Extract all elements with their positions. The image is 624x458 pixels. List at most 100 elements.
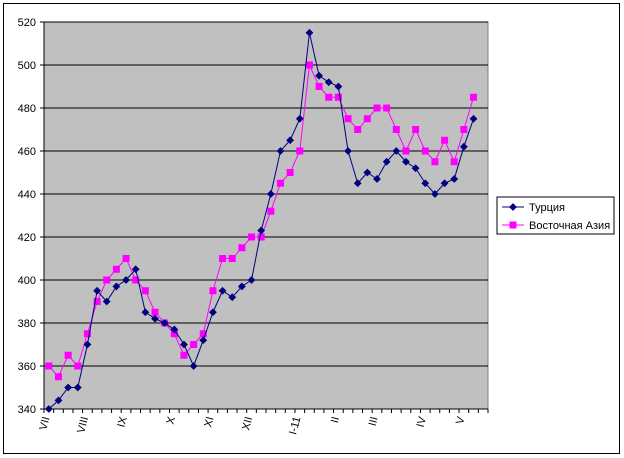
x-tick-label: IX — [115, 415, 129, 429]
data-point-east-asia — [248, 233, 256, 241]
data-point-east-asia — [122, 255, 130, 262]
data-point-east-asia — [412, 126, 420, 133]
data-point-turkey — [315, 71, 323, 80]
data-point-turkey — [363, 168, 372, 177]
y-tick-label: 520 — [18, 17, 36, 29]
y-tick-label: 340 — [18, 404, 36, 416]
data-point-turkey — [218, 286, 227, 295]
data-point-turkey — [402, 157, 410, 166]
data-point-turkey — [353, 179, 362, 188]
data-point-east-asia — [54, 373, 62, 381]
data-point-turkey — [450, 175, 459, 183]
data-point-east-asia — [151, 308, 159, 316]
y-tick-label: 400 — [18, 275, 36, 287]
data-point-east-asia — [363, 115, 371, 123]
x-tick-label: XI — [202, 415, 216, 428]
y-tick-label: 480 — [18, 103, 36, 115]
data-point-east-asia — [132, 276, 140, 284]
data-point-east-asia — [296, 147, 304, 155]
data-point-turkey — [170, 325, 179, 334]
data-point-turkey — [334, 82, 343, 91]
data-point-east-asia — [74, 362, 82, 370]
data-point-turkey — [421, 179, 430, 188]
data-point-east-asia — [354, 126, 362, 133]
data-point-east-asia — [392, 126, 400, 133]
x-tick-label: I-11 — [287, 415, 303, 436]
data-point-east-asia — [441, 136, 449, 144]
data-point-turkey — [228, 293, 237, 302]
data-point-east-asia — [460, 126, 468, 133]
data-point-east-asia — [450, 158, 458, 166]
data-point-turkey — [237, 282, 246, 291]
data-point-east-asia — [383, 104, 391, 112]
y-tick-label: 440 — [18, 189, 36, 201]
data-point-east-asia — [219, 255, 227, 262]
data-point-east-asia — [315, 83, 323, 90]
data-point-east-asia — [334, 93, 342, 101]
data-point-east-asia — [83, 330, 91, 338]
data-point-turkey — [73, 383, 82, 392]
data-point-east-asia — [325, 93, 333, 101]
data-point-turkey — [54, 396, 63, 405]
data-point-east-asia — [305, 61, 313, 69]
data-point-east-asia — [45, 362, 53, 370]
data-point-turkey — [112, 282, 121, 291]
legend-marker — [509, 203, 517, 211]
legend-marker-east-asia — [509, 221, 517, 229]
data-point-east-asia — [431, 158, 439, 166]
data-point-turkey — [440, 179, 449, 188]
data-point-east-asia — [238, 244, 246, 252]
y-tick-label: 500 — [18, 60, 36, 72]
data-point-turkey — [257, 226, 266, 235]
data-point-east-asia — [180, 351, 188, 359]
plot-background — [43, 21, 489, 410]
x-tick-label: VII — [37, 415, 52, 431]
data-point-turkey — [411, 164, 420, 173]
x-tick-label: XII — [240, 415, 255, 431]
data-point-east-asia — [373, 104, 381, 112]
data-point-turkey — [305, 28, 314, 37]
data-point-east-asia — [402, 147, 410, 155]
legend-label-east-asia: Восточная Азия — [529, 220, 610, 232]
x-tick-label: III — [367, 415, 381, 427]
data-point-turkey — [459, 142, 468, 151]
data-point-turkey — [93, 286, 101, 295]
x-tick-label: X — [165, 415, 179, 426]
data-point-turkey — [160, 319, 169, 327]
x-tick-label: VIII — [75, 415, 91, 434]
data-point-turkey — [286, 136, 295, 145]
data-point-turkey — [247, 276, 256, 284]
data-point-east-asia — [64, 351, 72, 359]
data-point-east-asia — [267, 207, 275, 215]
data-point-turkey — [266, 190, 275, 198]
legend-label-turkey: Турция — [529, 202, 565, 214]
data-point-turkey — [141, 308, 150, 317]
data-point-turkey — [102, 297, 111, 306]
data-point-turkey — [44, 405, 53, 413]
y-tick-label: 380 — [18, 318, 36, 330]
y-tick-label: 460 — [18, 146, 36, 158]
data-point-east-asia — [421, 147, 429, 155]
data-point-east-asia — [344, 115, 352, 123]
legend-marker-turkey — [509, 203, 517, 211]
data-point-turkey — [392, 147, 401, 155]
x-tick-label: V — [454, 415, 468, 426]
data-point-turkey — [382, 157, 391, 166]
data-point-turkey — [324, 78, 333, 87]
data-point-turkey — [180, 340, 188, 349]
y-tick-label: 360 — [18, 361, 36, 373]
data-point-turkey — [469, 114, 478, 123]
data-point-east-asia — [141, 287, 149, 295]
data-point-turkey — [122, 276, 130, 284]
data-point-turkey — [344, 147, 352, 155]
data-point-turkey — [189, 362, 198, 370]
y-tick-label: 420 — [18, 232, 36, 244]
data-point-turkey — [209, 308, 217, 317]
data-point-turkey — [295, 114, 304, 123]
data-point-east-asia — [103, 276, 111, 284]
x-tick-label: IV — [415, 415, 429, 429]
data-point-east-asia — [112, 265, 120, 273]
data-point-east-asia — [286, 169, 294, 176]
data-point-turkey — [373, 175, 381, 183]
